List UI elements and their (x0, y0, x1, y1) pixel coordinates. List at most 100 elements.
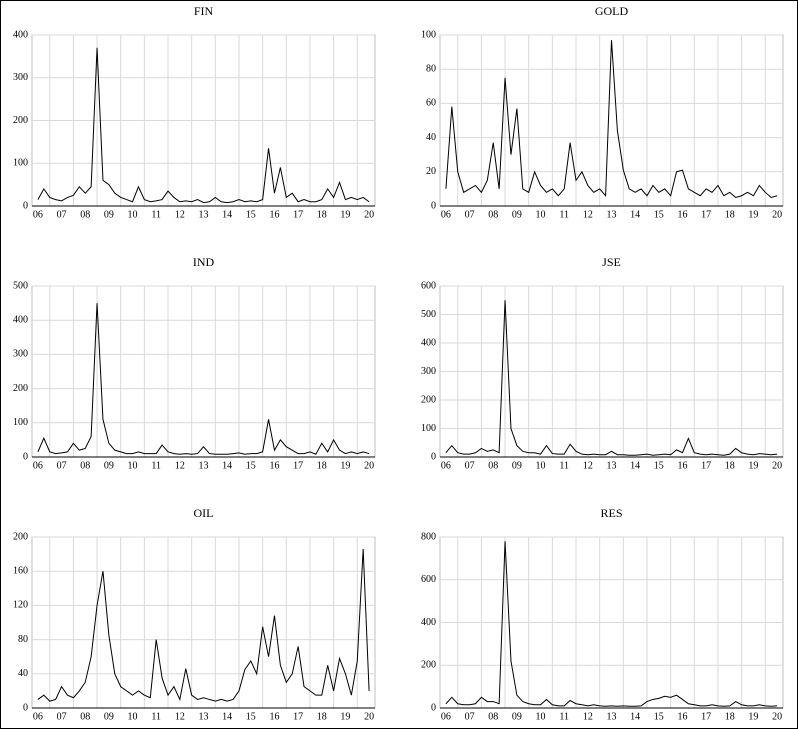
y-tick-label: 100 (421, 29, 436, 40)
x-tick-label: 17 (293, 209, 303, 220)
y-tick-label: 0 (431, 702, 436, 713)
x-tick-label: 10 (128, 711, 138, 722)
x-tick-label: 16 (677, 209, 687, 220)
y-tick-label: 500 (421, 309, 436, 320)
y-tick-label: 200 (13, 115, 28, 126)
x-tick-label: 18 (317, 460, 327, 471)
x-tick-label: 10 (536, 711, 546, 722)
y-tick-label: 200 (421, 660, 436, 671)
y-tick-label: 120 (13, 600, 28, 611)
x-tick-label: 13 (607, 711, 617, 722)
y-tick-label: 20 (426, 166, 436, 177)
x-tick-label: 16 (269, 460, 279, 471)
chart-title: FIN (194, 4, 214, 18)
x-tick-label: 12 (175, 711, 185, 722)
x-tick-label: 09 (512, 209, 522, 220)
x-tick-label: 14 (222, 209, 232, 220)
y-tick-label: 600 (421, 280, 436, 291)
series-line (445, 40, 778, 199)
x-tick-label: 18 (725, 711, 735, 722)
x-tick-label: 14 (630, 711, 640, 722)
plot-area (31, 285, 376, 458)
x-tick-label: 14 (222, 460, 232, 471)
x-tick-label: 19 (340, 460, 350, 471)
x-tick-label: 11 (559, 711, 569, 722)
x-tick-label: 14 (630, 460, 640, 471)
x-tick-label: 06 (441, 711, 451, 722)
y-tick-label: 200 (13, 383, 28, 394)
x-tick-label: 17 (701, 711, 711, 722)
x-tick-label: 18 (725, 460, 735, 471)
x-tick-label: 10 (128, 460, 138, 471)
x-tick-label: 07 (57, 209, 67, 220)
x-tick-label: 15 (654, 209, 664, 220)
y-tick-label: 0 (23, 200, 28, 211)
x-tick-label: 18 (725, 209, 735, 220)
y-tick-label: 100 (421, 423, 436, 434)
x-tick-label: 19 (340, 711, 350, 722)
y-tick-label: 400 (421, 617, 436, 628)
x-tick-label: 07 (57, 460, 67, 471)
x-tick-label: 19 (748, 711, 758, 722)
x-tick-label: 06 (33, 711, 43, 722)
y-tick-label: 160 (13, 565, 28, 576)
x-tick-label: 16 (269, 711, 279, 722)
y-tick-label: 0 (431, 200, 436, 211)
x-tick-label: 09 (104, 460, 114, 471)
x-tick-label: 17 (293, 460, 303, 471)
x-tick-label: 08 (80, 711, 90, 722)
x-tick-label: 09 (104, 209, 114, 220)
y-tick-label: 400 (13, 314, 28, 325)
x-tick-label: 12 (175, 209, 185, 220)
y-tick-label: 0 (23, 451, 28, 462)
y-tick-label: 300 (13, 72, 28, 83)
x-tick-label: 06 (33, 460, 43, 471)
x-tick-label: 13 (199, 460, 209, 471)
x-tick-label: 13 (607, 460, 617, 471)
x-tick-label: 08 (488, 711, 498, 722)
x-tick-label: 16 (677, 460, 687, 471)
x-tick-label: 15 (654, 460, 664, 471)
x-tick-label: 06 (33, 209, 43, 220)
x-tick-label: 10 (536, 209, 546, 220)
x-tick-label: 15 (654, 711, 664, 722)
y-tick-label: 100 (13, 158, 28, 169)
x-tick-label: 19 (340, 209, 350, 220)
series-line (445, 541, 778, 707)
plot-area (439, 34, 784, 207)
x-tick-label: 11 (151, 209, 161, 220)
x-tick-label: 12 (583, 460, 593, 471)
x-tick-label: 07 (465, 460, 475, 471)
series-line (445, 300, 778, 456)
plot-area (31, 536, 376, 709)
chart-title: JSE (602, 255, 621, 269)
x-tick-label: 11 (559, 209, 569, 220)
x-tick-label: 20 (772, 711, 782, 722)
x-tick-label: 13 (199, 711, 209, 722)
x-tick-label: 19 (748, 209, 758, 220)
x-tick-label: 17 (701, 209, 711, 220)
x-tick-label: 07 (465, 711, 475, 722)
y-tick-label: 40 (18, 668, 28, 679)
y-tick-label: 800 (421, 531, 436, 542)
y-tick-label: 400 (13, 29, 28, 40)
series-line (37, 303, 370, 455)
x-tick-label: 09 (104, 711, 114, 722)
y-tick-label: 300 (13, 349, 28, 360)
x-tick-label: 18 (317, 209, 327, 220)
x-tick-label: 10 (128, 209, 138, 220)
x-tick-label: 15 (246, 460, 256, 471)
x-tick-label: 14 (222, 711, 232, 722)
y-tick-label: 60 (426, 98, 436, 109)
x-tick-label: 11 (151, 460, 161, 471)
chart-title: RES (600, 506, 622, 520)
y-tick-label: 300 (421, 366, 436, 377)
y-tick-label: 200 (421, 394, 436, 405)
x-tick-label: 20 (772, 460, 782, 471)
x-tick-label: 12 (175, 460, 185, 471)
x-tick-label: 20 (364, 460, 374, 471)
x-tick-label: 06 (441, 209, 451, 220)
x-tick-label: 06 (441, 460, 451, 471)
x-tick-label: 08 (488, 460, 498, 471)
